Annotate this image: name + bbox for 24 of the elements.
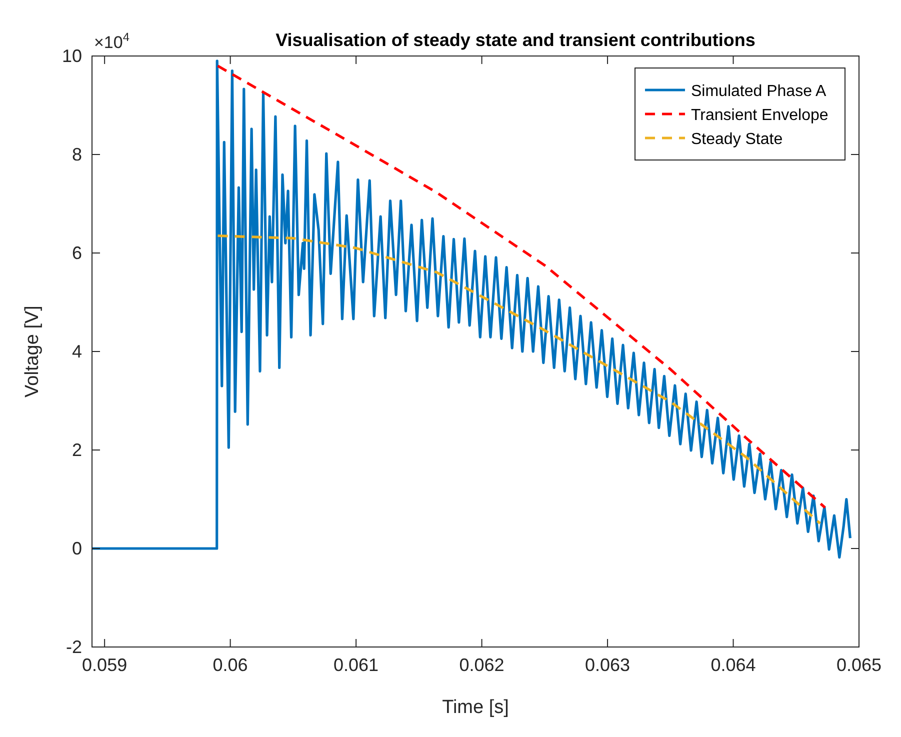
y-axis-title: Voltage [V] [22,306,43,398]
y-tick-label: 4 [72,342,82,362]
text: ×10$^{4}$ [94,30,130,52]
x-tick-label: 0.06 [212,655,248,675]
line-series [216,234,822,525]
line-series [216,64,826,509]
y-tick-label: 6 [72,243,82,263]
x-tick-label: 0.062 [459,655,504,675]
x-axis-title: Time [s] [442,697,509,718]
legend-label: Simulated Phase A [691,83,827,100]
x-tick-label: 0.061 [334,655,379,675]
x-tick-label: 0.065 [836,655,882,675]
legend-label: Steady State [691,131,783,148]
y-tick-label: -2 [66,637,82,657]
y-tick-label: 2 [72,440,82,460]
line-series [92,60,852,559]
x-tick-label: 0.064 [710,655,756,675]
y-tick-label: 8 [72,144,82,164]
y-tick-label: 10 [62,46,82,66]
x-tick-label: 0.063 [585,655,630,675]
y-tick-label: 0 [72,538,82,558]
legend-label: Transient Envelope [691,107,828,124]
chart-title: Visualisation of steady state and transient contributions [276,30,756,50]
x-tick-label: 0.059 [82,655,128,675]
